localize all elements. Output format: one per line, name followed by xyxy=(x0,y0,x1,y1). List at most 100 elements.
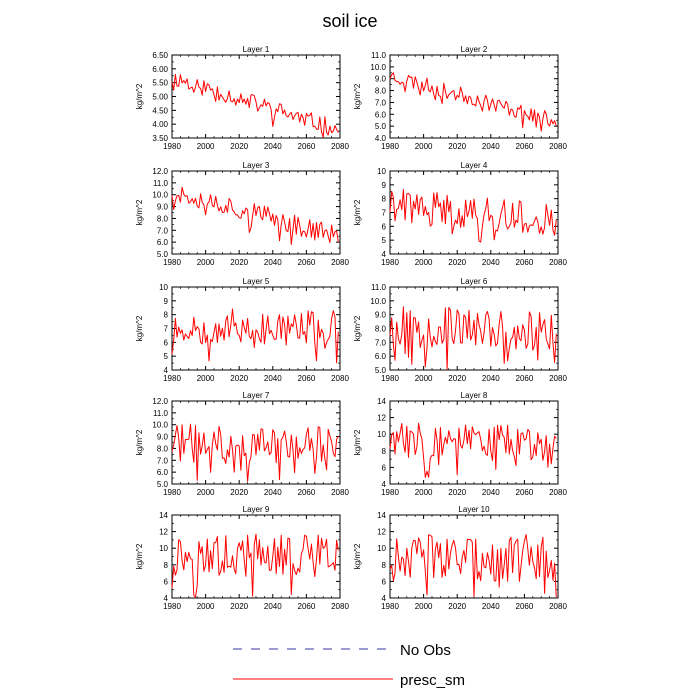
layer-3-xtick-label: 2040 xyxy=(264,258,282,267)
layer-3-series-presc-sm xyxy=(171,186,339,245)
layer-8-xtick-label: 2000 xyxy=(415,488,433,497)
legend: No Obs presc_sm xyxy=(233,642,465,689)
layer-2-xtick-label: 1980 xyxy=(381,142,399,151)
layer-9-xtick-label: 2040 xyxy=(264,602,282,611)
layer-9-ytick-label: 10 xyxy=(159,544,168,553)
layer-8-title: Layer 8 xyxy=(461,391,488,400)
layer-7-title: Layer 7 xyxy=(243,391,270,400)
layer-2-frame xyxy=(389,54,559,139)
layer-9-ytick-label: 12 xyxy=(159,528,168,537)
layer-6-xtick-label: 1980 xyxy=(381,374,399,383)
layer-10-xtick-label: 2040 xyxy=(482,602,500,611)
legend-label-presc-sm: presc_sm xyxy=(400,672,465,689)
layer-2-xtick-label: 2080 xyxy=(549,142,567,151)
layer-9-series-presc-sm xyxy=(171,533,339,598)
layer-6-ytick-label: 9.0 xyxy=(375,311,387,320)
layer-5-ytick-label: 10 xyxy=(159,283,168,292)
layer-7-ytick-label: 6.0 xyxy=(157,468,169,477)
layer-4-title: Layer 4 xyxy=(461,161,488,170)
layer-1-series-presc-sm xyxy=(171,73,339,138)
layer-1-ytick-label: 5.50 xyxy=(152,79,168,88)
layer-2-xtick-label: 2040 xyxy=(482,142,500,151)
layer-9-xtick-label: 2000 xyxy=(197,602,215,611)
layer-4-ylabel: kg/m^2 xyxy=(353,199,362,225)
layer-2-ytick-label: 7.0 xyxy=(375,98,387,107)
layer-6-xtick-label: 2040 xyxy=(482,374,500,383)
layer-5-xtick-label: 2000 xyxy=(197,374,215,383)
layer-10-ytick-label: 4 xyxy=(382,594,387,603)
layer-7-ytick-label: 9.0 xyxy=(157,433,169,442)
layer-7-ylabel: kg/m^2 xyxy=(135,429,144,455)
layer-5-ylabel: kg/m^2 xyxy=(135,315,144,341)
layer-1-panel: Layer 1 1980 2000 2020 2040 2060 2080 3.50 4.00 4… xyxy=(135,45,349,151)
layer-9-panel: Layer 9 1980 2000 2020 2040 2060 2080 4 6 8 10 12 14… xyxy=(135,505,349,611)
layer-4-ytick-label: 10 xyxy=(377,167,386,176)
layer-8-xtick-label: 2060 xyxy=(516,488,534,497)
layer-1-ytick-label: 4.00 xyxy=(152,120,168,129)
layer-1-title: Layer 1 xyxy=(243,45,270,54)
layer-1-ytick-label: 3.50 xyxy=(152,134,168,143)
layer-1-ytick-label: 6.50 xyxy=(152,51,168,60)
layer-8-series-presc-sm xyxy=(389,422,557,478)
layer-4-xtick-label: 2000 xyxy=(415,258,433,267)
layer-6-frame xyxy=(389,286,559,371)
layer-6-ytick-label: 8.0 xyxy=(375,325,387,334)
layer-8-ytick-label: 12 xyxy=(377,414,386,423)
figure-title: soil ice xyxy=(322,11,377,31)
layer-4-series-presc-sm xyxy=(389,188,557,243)
layer-7-ytick-label: 8.0 xyxy=(157,444,169,453)
layer-3-ytick-label: 6.0 xyxy=(157,238,169,247)
layer-2-xtick-label: 2060 xyxy=(516,142,534,151)
layer-5-xtick-label: 2040 xyxy=(264,374,282,383)
layer-10-ytick-label: 10 xyxy=(377,544,386,553)
layer-5-ytick-label: 7 xyxy=(164,325,169,334)
layer-10-ylabel: kg/m^2 xyxy=(353,543,362,569)
layer-5-ytick-label: 8 xyxy=(164,311,169,320)
layer-4-ytick-label: 7 xyxy=(382,209,387,218)
layer-6-ytick-label: 5.0 xyxy=(375,366,387,375)
layer-3-xtick-label: 1980 xyxy=(163,258,181,267)
layer-10-ytick-label: 6 xyxy=(382,577,387,586)
layer-8-ytick-label: 6 xyxy=(382,463,387,472)
layer-5-title: Layer 5 xyxy=(243,277,270,286)
layer-7-xtick-label: 2080 xyxy=(331,488,349,497)
layer-6-title: Layer 6 xyxy=(461,277,488,286)
layer-1-ytick-label: 6.00 xyxy=(152,65,168,74)
layer-6-ytick-label: 7.0 xyxy=(375,338,387,347)
panels-grid: Layer 1 1980 2000 2020 2040 2060 2080 3.50 4.00 4… xyxy=(135,45,567,611)
layer-2-ytick-label: 5.0 xyxy=(375,122,387,131)
layer-3-ytick-label: 10.0 xyxy=(152,191,168,200)
layer-7-ytick-label: 11.0 xyxy=(153,409,169,418)
layer-2-ytick-label: 4.0 xyxy=(375,134,387,143)
layer-7-ytick-label: 10.0 xyxy=(152,421,168,430)
layer-4-frame xyxy=(389,170,559,255)
layer-1-xtick-label: 2020 xyxy=(230,142,248,151)
layer-2-series-presc-sm xyxy=(389,72,557,132)
layer-4-ytick-label: 8 xyxy=(382,195,387,204)
layer-4-xtick-label: 2060 xyxy=(516,258,534,267)
layer-6-xtick-label: 2020 xyxy=(448,374,466,383)
layer-4-xtick-label: 2080 xyxy=(549,258,567,267)
layer-10-xtick-label: 2080 xyxy=(549,602,567,611)
layer-2-title: Layer 2 xyxy=(461,45,488,54)
layer-2-ytick-label: 10.0 xyxy=(370,63,386,72)
layer-5-ytick-label: 4 xyxy=(164,366,169,375)
layer-2-ylabel: kg/m^2 xyxy=(353,83,362,109)
layer-7-ytick-label: 7.0 xyxy=(157,456,169,465)
layer-8-ytick-label: 10 xyxy=(377,430,386,439)
layer-9-ylabel: kg/m^2 xyxy=(135,543,144,569)
layer-10-title: Layer 10 xyxy=(458,505,490,514)
layer-8-ytick-label: 8 xyxy=(382,447,387,456)
layer-8-xtick-label: 2040 xyxy=(482,488,500,497)
layer-10-ytick-label: 12 xyxy=(377,528,386,537)
layer-2-ytick-label: 8.0 xyxy=(375,87,387,96)
layer-3-title: Layer 3 xyxy=(243,161,270,170)
layer-1-frame xyxy=(171,54,341,139)
layer-4-panel: Layer 4 1980 2000 2020 2040 2060 2080 4 5 6 7 8 9 10 k… xyxy=(353,161,567,267)
layer-3-xtick-label: 2060 xyxy=(298,258,316,267)
layer-7-series-presc-sm xyxy=(171,423,339,482)
layer-1-xtick-label: 2040 xyxy=(264,142,282,151)
layer-1-xtick-label: 2080 xyxy=(331,142,349,151)
layer-9-xtick-label: 1980 xyxy=(163,602,181,611)
layer-4-ytick-label: 6 xyxy=(382,222,387,231)
